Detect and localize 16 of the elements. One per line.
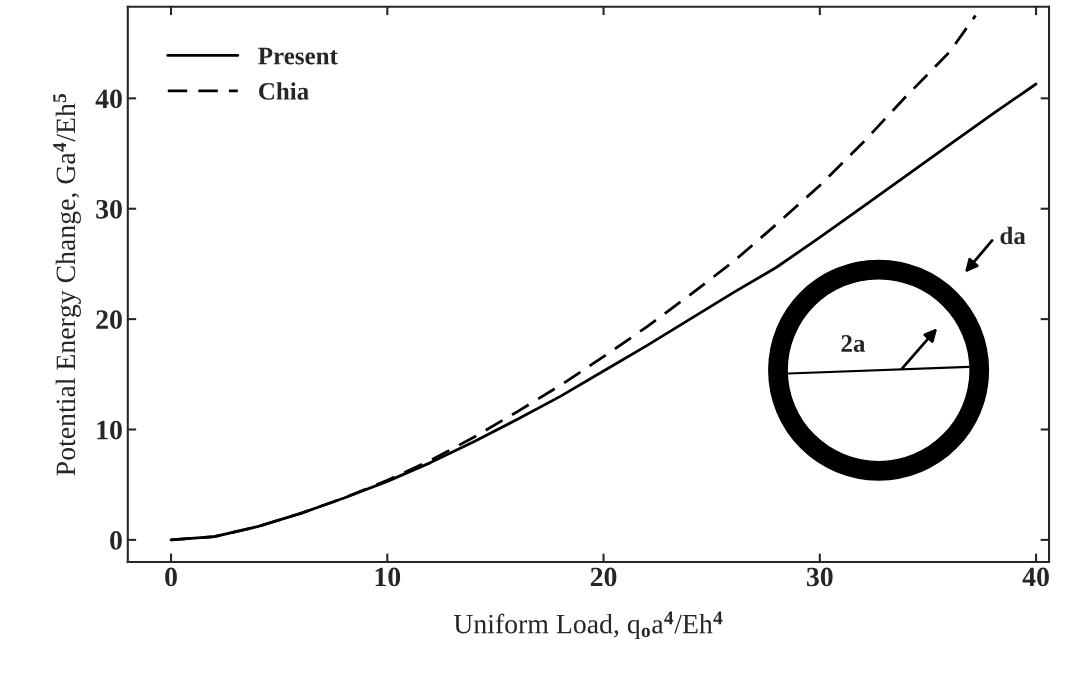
annotation: 2a bbox=[841, 335, 866, 352]
y-tick-label: 0 bbox=[110, 531, 122, 550]
y-axis-title: Potential Energy Change, Ga$^{4}$/Eh$^{5}$ bbox=[53, 93, 81, 476]
x-axis-title: Uniform Load, q$_{o}$a$^{4}$/Eh$^{4}$ bbox=[453, 611, 723, 640]
x-tick-label: 0 bbox=[165, 567, 177, 587]
legend-label: Chia bbox=[259, 82, 309, 100]
x-tick-label: 20 bbox=[590, 567, 617, 587]
y-tick-label: 30 bbox=[96, 199, 122, 219]
legend-label: Present bbox=[258, 47, 338, 65]
y-tick-label: 20 bbox=[96, 310, 122, 330]
x-tick-label: 30 bbox=[806, 567, 833, 587]
x-tick-label: 40 bbox=[1022, 567, 1049, 587]
y-tick-label: 10 bbox=[97, 420, 122, 440]
y-tick-label: 40 bbox=[95, 89, 122, 109]
annotation: da bbox=[1000, 226, 1026, 245]
x-tick-label: 10 bbox=[375, 567, 401, 587]
